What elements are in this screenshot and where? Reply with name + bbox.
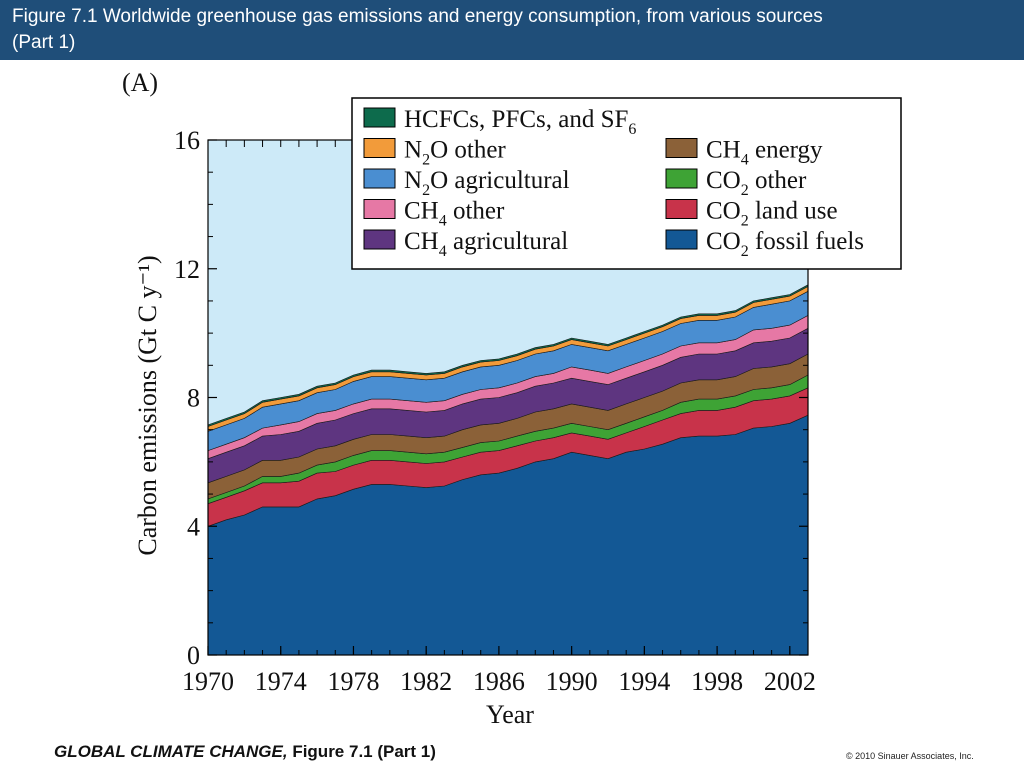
footer-citation: GLOBAL CLIMATE CHANGE, Figure 7.1 (Part … [54,742,436,762]
figure-title-line1: Figure 7.1 Worldwide greenhouse gas emis… [12,6,823,27]
footer-copyright: © 2010 Sinauer Associates, Inc. [846,751,974,761]
x-tick-label: 2002 [764,667,816,696]
x-tick-label: 1998 [691,667,743,696]
legend-swatch [363,168,396,189]
legend-label: N2O agricultural [404,167,570,199]
y-tick-label: 8 [187,384,200,413]
figure-title-line2: (Part 1) [12,32,76,53]
legend-label: N2O other [404,137,506,169]
legend-label: HCFCs, PFCs, and SF6 [404,106,636,138]
x-tick-label: 1990 [546,667,598,696]
panel-label: (A) [122,68,159,97]
y-tick-label: 12 [174,255,200,284]
x-tick-label: 1970 [182,667,234,696]
x-tick-label: 1974 [255,667,307,696]
legend-label: CH4 agricultural [404,228,568,260]
legend-swatch [665,168,698,189]
legend-swatch [363,138,396,158]
legend-label: CO2 fossil fuels [706,228,864,260]
x-tick-label: 1986 [473,667,525,696]
legend-label: CO2 other [706,167,807,199]
legend-box [351,97,902,270]
legend-swatch [665,229,698,250]
title-bar: Figure 7.1 Worldwide greenhouse gas emis… [0,0,1024,60]
stacked-area-chart: 0 4 8 12 16 1970 1974 1978 1982 1986 1990 1994 1998 2… [133,97,902,729]
figure-title: Figure 7.1 Worldwide greenhouse gas emis… [12,4,1012,56]
legend-label: CO2 land use [706,198,838,230]
y-tick-label: 4 [187,512,200,541]
x-axis-label: Year [486,700,534,729]
y-tick-label: 0 [187,641,200,670]
y-axis-label: Carbon emissions (Gt C y⁻¹) [133,255,162,555]
legend-label: CH4 other [404,198,505,230]
footer-figure: Figure 7.1 (Part 1) [287,742,436,761]
legend-swatch [363,199,396,219]
legend-swatch [665,138,698,158]
legend-swatch [665,199,698,219]
y-tick-label: 16 [174,126,200,155]
legend-label: CH4 energy [706,137,823,169]
x-tick-label: 1982 [400,667,452,696]
footer-book-title: GLOBAL CLIMATE CHANGE, [54,742,288,761]
legend-swatch [363,107,396,128]
x-tick-label: 1994 [618,667,670,696]
legend-swatch [363,229,396,250]
x-tick-label: 1978 [327,667,379,696]
